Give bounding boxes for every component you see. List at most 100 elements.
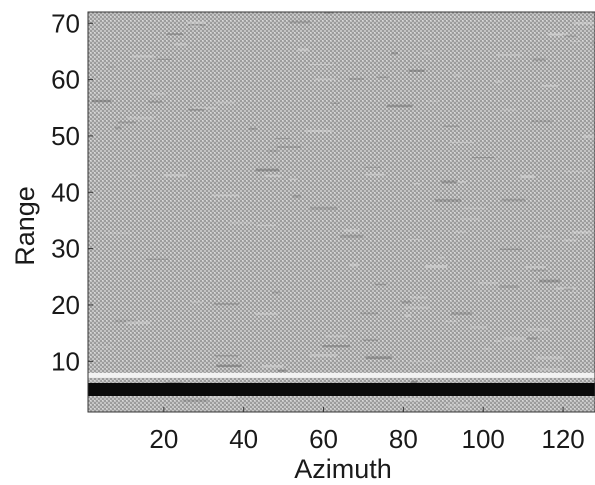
texture-streak xyxy=(536,368,562,371)
texture-streak xyxy=(495,80,503,83)
x-tick-label: 120 xyxy=(541,424,584,454)
texture-streak xyxy=(105,232,132,234)
texture-streak xyxy=(460,217,480,221)
texture-streak xyxy=(410,380,418,384)
texture-streak xyxy=(494,340,502,343)
texture-streak xyxy=(563,239,577,242)
texture-streak xyxy=(190,25,200,27)
dark-return-band xyxy=(88,383,595,396)
texture-streak xyxy=(149,93,166,95)
texture-streak xyxy=(525,266,546,269)
texture-streak xyxy=(568,291,579,294)
texture-streak xyxy=(591,42,595,44)
texture-streak xyxy=(454,230,467,233)
texture-streak xyxy=(211,194,240,197)
texture-streak xyxy=(531,269,546,272)
texture-streak xyxy=(374,283,387,286)
texture-streak xyxy=(188,23,205,26)
texture-streak xyxy=(272,291,281,294)
y-tick-label: 10 xyxy=(51,346,80,376)
texture-streak xyxy=(451,312,472,315)
texture-streak xyxy=(449,141,474,143)
texture-streak xyxy=(365,356,392,360)
texture-streak xyxy=(88,380,101,382)
texture-streak xyxy=(314,78,336,81)
texture-streak xyxy=(349,78,364,80)
texture-streak xyxy=(592,27,595,29)
texture-streak xyxy=(187,21,206,24)
texture-streak xyxy=(340,234,364,238)
texture-streak xyxy=(148,100,163,103)
texture-streak xyxy=(209,396,236,399)
x-tick-label: 20 xyxy=(149,424,178,454)
texture-streak xyxy=(408,360,435,363)
texture-streak xyxy=(535,356,564,360)
texture-streak xyxy=(572,231,592,234)
y-tick-label: 60 xyxy=(51,65,80,95)
texture-streak xyxy=(520,175,535,179)
texture-streak xyxy=(93,111,101,113)
texture-streak xyxy=(343,229,360,232)
texture-streak xyxy=(408,69,425,72)
x-tick-label: 40 xyxy=(229,424,258,454)
texture-streak xyxy=(404,306,430,309)
texture-streak xyxy=(292,195,301,198)
texture-streak xyxy=(444,320,458,323)
texture-streak xyxy=(434,199,461,202)
texture-streak xyxy=(309,354,337,357)
texture-streak xyxy=(478,282,499,284)
texture-streak xyxy=(413,183,421,185)
texture-streak xyxy=(297,48,309,52)
y-tick-label: 30 xyxy=(51,234,80,264)
texture-streak xyxy=(165,382,183,384)
texture-streak xyxy=(114,319,136,323)
texture-streak xyxy=(360,312,379,315)
texture-streak xyxy=(443,125,459,127)
return-bands xyxy=(88,372,595,396)
x-axis: 20 40 60 80 100 120 xyxy=(149,407,585,454)
texture-streak xyxy=(275,138,290,140)
texture-streak xyxy=(391,52,398,55)
texture-streak xyxy=(305,129,332,132)
texture-streak xyxy=(531,120,553,123)
texture-streak xyxy=(526,337,538,340)
texture-streak xyxy=(532,58,546,62)
texture-streak xyxy=(571,41,582,43)
y-tick-label: 40 xyxy=(51,177,80,207)
texture-streak xyxy=(446,404,471,407)
texture-streak xyxy=(255,312,278,315)
texture-streak xyxy=(503,337,527,341)
texture-streak xyxy=(106,66,115,68)
texture-streak xyxy=(228,221,253,224)
texture-streak xyxy=(364,166,382,168)
texture-streak xyxy=(496,53,523,56)
texture-streak xyxy=(452,73,462,77)
texture-streak xyxy=(574,22,595,25)
texture-streak xyxy=(127,174,137,176)
texture-streak xyxy=(407,239,424,240)
texture-streak xyxy=(215,101,235,104)
texture-streak xyxy=(539,279,561,283)
texture-streak xyxy=(404,314,411,317)
x-axis-title: Azimuth xyxy=(294,454,392,484)
texture-streak xyxy=(166,33,183,35)
texture-streak xyxy=(216,364,242,367)
y-tick-label: 70 xyxy=(51,8,80,38)
texture-streak xyxy=(501,198,526,202)
x-tick-label: 100 xyxy=(462,424,505,454)
texture-streak xyxy=(502,108,517,112)
texture-streak xyxy=(455,181,467,183)
texture-streak xyxy=(556,287,577,290)
texture-streak xyxy=(131,55,154,58)
texture-streak xyxy=(261,365,284,368)
texture-streak xyxy=(349,263,359,267)
texture-streak xyxy=(377,76,389,78)
texture-streak xyxy=(324,12,333,14)
texture-streak xyxy=(438,256,445,259)
texture-streak xyxy=(163,174,187,177)
texture-streak xyxy=(264,174,282,177)
texture-streak xyxy=(190,301,204,303)
y-tick-label: 50 xyxy=(51,121,80,151)
texture-streak xyxy=(174,43,187,46)
